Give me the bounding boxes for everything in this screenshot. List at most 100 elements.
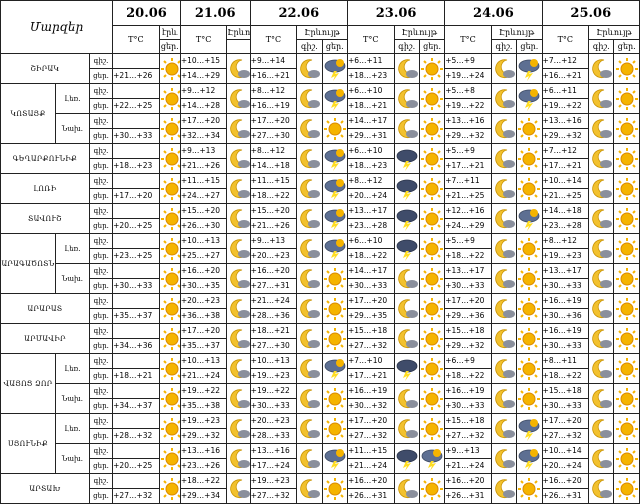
- weather-cell: [613, 353, 640, 384]
- temperature-range: +35…+38: [181, 398, 226, 413]
- temperature-cell: +20…+25: [112, 203, 160, 234]
- temperature-range: [114, 385, 159, 399]
- temperature-range: +11…+15: [347, 446, 388, 455]
- night-label: գիշ.: [93, 267, 109, 275]
- temperature-cell: +16…+20 +26…+31: [346, 473, 395, 504]
- sun-icon: [518, 477, 541, 501]
- temperature-cell: +9…+12 +14…+28: [179, 83, 228, 114]
- temperature-cell: +15…+18 +29…+32: [444, 323, 492, 354]
- temperature-cell: +6…+10 +18…+21: [346, 83, 395, 114]
- temperature-cell: +15…+20 +21…+26: [249, 203, 298, 234]
- moon-icon: [298, 207, 321, 231]
- temperature-cell: +16…+19 +30…+33: [444, 383, 492, 414]
- temperature-cell: +13…+17 +30…+33: [541, 263, 590, 294]
- weather-cell: [490, 203, 518, 234]
- temperature-range: +18…+21: [250, 326, 290, 335]
- night-label: գիշ.: [93, 297, 109, 305]
- day-label: ցեր.: [90, 338, 112, 353]
- temperature-range: +28…+36: [251, 308, 296, 323]
- temperature-range: +30…+33: [251, 398, 296, 413]
- day-label: ցեր.: [90, 98, 112, 113]
- table-row: ԱՐԱԳԱԾՈՏՆ Լեռ. գիշ. ցեր. +23…+25 +10…+13 +25…+…: [0, 233, 640, 294]
- thunder-icon: [323, 357, 346, 381]
- moon-icon: [228, 297, 250, 321]
- temperature-range: +19…+22: [445, 98, 491, 113]
- moon-icon: [492, 327, 515, 351]
- sun-icon: [420, 417, 444, 441]
- weather-cell: [321, 53, 348, 84]
- table-row: ՎԱՅՈՑ ՁՈՐ Լեռ. գիշ. ցեր. +18…+21 +10…+13 +21…+…: [0, 353, 640, 414]
- temperature-range: +7…+12: [542, 56, 577, 65]
- weather-cell: [226, 53, 251, 84]
- temperature-range: +30…+32: [348, 398, 394, 413]
- weather-cell: [158, 383, 181, 414]
- sun-icon: [160, 147, 180, 171]
- weather-cell: [613, 83, 640, 114]
- temperature-cell: +10…+13 +25…+27: [179, 233, 228, 264]
- sun-icon: [420, 147, 444, 171]
- weather-cell: [418, 113, 446, 144]
- weather-cell: [490, 413, 518, 444]
- temperature-cell: +11…+15 +24…+27: [179, 173, 228, 204]
- precip-header: Էրևույթ: [226, 25, 251, 40]
- region-name: ՏԱՎՈՒՇ: [0, 203, 90, 234]
- temperature-cell: +6…+11 +18…+23: [346, 53, 395, 84]
- temperature-range: +34…+36: [113, 338, 159, 353]
- night-label: գիշ.: [93, 57, 109, 65]
- temperature-range: +20…+23: [180, 296, 220, 305]
- temperature-range: +7…+10: [347, 356, 383, 365]
- temperature-range: +17…+20: [113, 188, 159, 203]
- temperature-range: [114, 325, 159, 339]
- sun-icon: [160, 87, 180, 111]
- temperature-cell: +8…+12 +20…+24: [346, 173, 395, 204]
- temperature-range: +5…+8: [445, 86, 475, 95]
- sun-icon: [615, 87, 639, 111]
- table-row: Նախ. գիշ. ցեր. +30…+33 +16…+20 +30…+35 +16…+20…: [1, 263, 640, 294]
- weather-cell: [490, 353, 518, 384]
- temperature-range: +9…+14: [250, 56, 286, 65]
- weather-cell: [158, 203, 181, 234]
- temperature-range: +18…+23: [348, 158, 394, 173]
- temperature-range: +29…+32: [445, 338, 491, 353]
- night-day-labels: գիշ. ցեր.: [88, 443, 114, 474]
- temperature-range: +15…+20: [180, 206, 220, 215]
- sun-icon: [160, 417, 180, 441]
- weather-cell: [588, 233, 615, 264]
- weather-cell: [516, 263, 543, 294]
- weather-cell: [516, 113, 543, 144]
- weather-cell: [588, 113, 615, 144]
- temperature-cell: +17…+20 +29…+35: [346, 293, 395, 324]
- weather-cell: [158, 113, 181, 144]
- temperature-range: +15…+18: [445, 416, 485, 425]
- weather-cell: [588, 383, 615, 414]
- moon-icon: [590, 327, 613, 351]
- temperature-range: +19…+23: [250, 476, 290, 485]
- moon-icon: [492, 237, 515, 261]
- weather-cell: [418, 83, 446, 114]
- weather-cell: [490, 233, 518, 264]
- weather-cell: [490, 113, 518, 144]
- weather-cell: [158, 353, 181, 384]
- temperature-range: +12…+16: [445, 206, 485, 215]
- temperature-range: +29…+31: [348, 128, 394, 143]
- weather-cell: [516, 413, 543, 444]
- weather-cell: [393, 83, 420, 114]
- temperature-cell: +19…+22 +30…+33: [249, 383, 298, 414]
- temperature-range: +26…+31: [543, 488, 588, 503]
- moon-icon: [228, 417, 250, 441]
- weather-cell: [393, 233, 420, 264]
- night-day-labels: գիշ. ցեր.: [88, 233, 114, 264]
- weather-cell: [393, 143, 420, 174]
- temperature-cell: +17…+20: [112, 173, 160, 204]
- weather-cell: [588, 323, 615, 354]
- weather-cell: [490, 53, 518, 84]
- day-label: ցեր.: [90, 128, 112, 143]
- weather-cell: [418, 353, 446, 384]
- sun-icon: [615, 417, 639, 441]
- weather-cell: [516, 233, 543, 264]
- temperature-range: +15…+18: [542, 386, 582, 395]
- weather-cell: [296, 353, 323, 384]
- temperature-range: +18…+22: [180, 476, 220, 485]
- weather-cell: [418, 233, 446, 264]
- temperature-range: +18…+21: [348, 98, 394, 113]
